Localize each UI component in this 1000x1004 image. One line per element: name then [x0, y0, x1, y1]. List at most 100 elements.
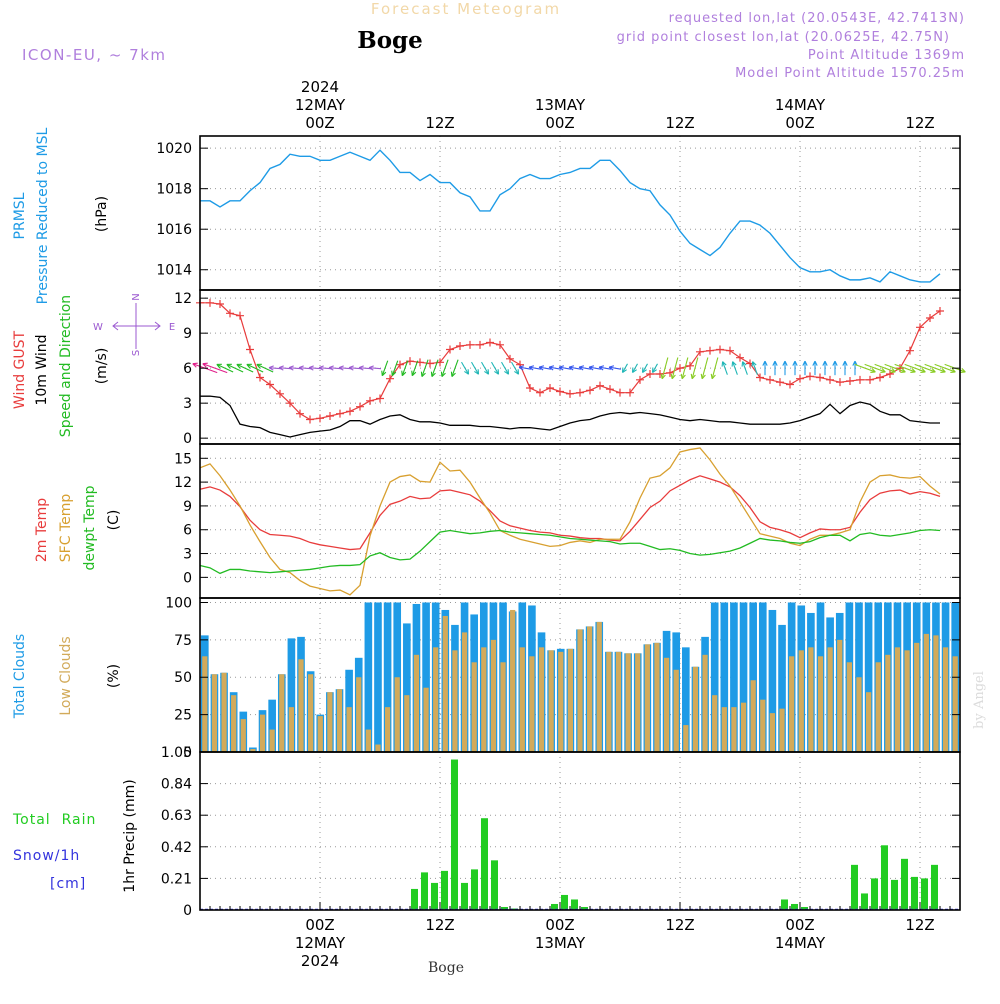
- wind-direction-arrow: [528, 366, 542, 370]
- wind-direction-arrow: [924, 363, 946, 373]
- wind-direction-arrow: [904, 363, 926, 373]
- wind-arrowhead: [518, 365, 525, 371]
- low-cloud-bar: [942, 647, 949, 752]
- wind-gust-marker: [546, 384, 554, 392]
- wind-arrowhead: [870, 367, 876, 373]
- wind-gust-marker: [426, 359, 434, 368]
- wind-direction-arrow: [511, 361, 519, 375]
- wind-direction-arrow: [461, 361, 469, 375]
- wind-arrowhead: [762, 360, 768, 366]
- total-cloud-bar: [682, 647, 690, 752]
- wind-arrowhead: [832, 360, 838, 366]
- low-cloud-bar: [500, 662, 506, 752]
- low-cloud-bar: [894, 647, 901, 752]
- wind-direction-arrow: [642, 363, 648, 373]
- low-cloud-bar: [750, 680, 756, 752]
- rain-bar: [431, 882, 438, 910]
- temp-ytick-label: 15: [174, 451, 192, 467]
- rain-bar: [481, 818, 488, 910]
- wind-gust-marker: [706, 346, 714, 355]
- wind-gust-marker: [886, 370, 894, 378]
- low-cloud-bar: [288, 707, 295, 752]
- wind-gust-marker: [656, 370, 664, 378]
- wind-arrowhead: [940, 367, 946, 373]
- wind-gust-marker: [536, 388, 544, 397]
- wind-gust-marker: [526, 384, 534, 392]
- wind-arrowhead: [822, 360, 828, 366]
- bottom-time-label: 00Z: [545, 916, 574, 934]
- wind-arrowhead: [368, 365, 374, 371]
- wind-arrowhead: [700, 373, 706, 380]
- low-cloud-bar: [712, 695, 718, 752]
- wind-direction-arrow: [226, 363, 244, 373]
- wind-gust-marker: [366, 396, 374, 405]
- wind-arrowhead: [216, 363, 222, 369]
- wind-direction-arrow: [308, 367, 322, 370]
- wind-gust-marker: [556, 387, 564, 396]
- wind-arrowhead: [558, 365, 565, 371]
- temp-ytick-label: 0: [183, 570, 192, 586]
- low-cloud-bar: [635, 653, 641, 752]
- wind-direction-arrow: [722, 361, 728, 375]
- low-cloud-bar: [904, 650, 910, 752]
- wind-direction-arrow: [411, 360, 419, 376]
- cloud-ytick-label: 0: [183, 745, 192, 761]
- temp-sfc-line: [199, 447, 941, 596]
- wind-arrowhead: [641, 367, 647, 373]
- rain-bar: [931, 864, 938, 910]
- wind-gust-marker: [256, 373, 264, 382]
- top-time-label: 00Z: [305, 114, 334, 132]
- precip-ytick-label: 0: [183, 903, 192, 919]
- wind-gust-marker: [326, 412, 334, 420]
- total-cloud-bar: [422, 602, 430, 752]
- compass-n: N: [131, 293, 142, 300]
- wind-arrowhead: [504, 369, 510, 375]
- wind-gust-marker: [566, 389, 574, 398]
- bottom-time-label: 2024: [301, 952, 339, 970]
- wind-direction-arrow: [431, 359, 439, 377]
- wind-arrowhead: [782, 360, 788, 366]
- bottom-time-label: 12Z: [425, 916, 454, 934]
- low-cloud-bar: [817, 656, 824, 752]
- total-cloud-bar: [393, 602, 402, 752]
- temp-ytick-label: 6: [183, 523, 192, 539]
- wind-gust-marker: [246, 345, 254, 354]
- wind-arrowhead: [680, 373, 686, 380]
- low-cloud-bar: [615, 651, 622, 752]
- wind-direction-arrow: [471, 361, 479, 375]
- wind-arrowhead: [338, 365, 344, 371]
- wind-gust-marker: [906, 346, 914, 355]
- wind-direction-arrow: [298, 367, 312, 370]
- wind-gust-marker: [586, 386, 594, 395]
- wind-gust-marker: [646, 370, 654, 378]
- low-cloud-bar: [481, 647, 487, 752]
- wind-direction-arrow: [608, 366, 622, 370]
- rain-bar: [861, 893, 868, 910]
- wind-gust-marker: [896, 364, 904, 373]
- top-time-label: 12Z: [425, 114, 454, 132]
- wind-dir-label: Speed and Direction: [58, 295, 74, 437]
- wind-gust-marker: [696, 347, 704, 356]
- cloud-ytick-label: 25: [174, 708, 192, 724]
- total-cloud-bar: [383, 602, 392, 752]
- low-cloud-bar: [606, 651, 612, 752]
- footer-station: Boge: [428, 960, 464, 976]
- rain-bar: [791, 903, 798, 910]
- total-clouds-label: Total Clouds: [12, 634, 28, 719]
- rain-bar: [551, 903, 558, 910]
- wind-ytick-label: 9: [183, 326, 192, 342]
- wind-gust-marker: [926, 314, 934, 322]
- wind-direction-arrow: [318, 367, 332, 370]
- rain-bar: [501, 906, 508, 910]
- wind-direction-arrow: [381, 360, 389, 376]
- wind-gust-marker: [606, 385, 614, 394]
- wind-arrowhead: [411, 370, 417, 377]
- station-title: Boge: [357, 27, 423, 54]
- wind-arrowhead: [568, 365, 575, 371]
- wind-arrowhead: [741, 361, 747, 367]
- wind-gust-marker: [456, 342, 464, 350]
- low-cloud-bar: [798, 650, 804, 752]
- wind-gust-marker: [806, 372, 814, 381]
- low-clouds-label: Low Clouds: [58, 636, 74, 715]
- wind-direction-arrow: [501, 361, 509, 375]
